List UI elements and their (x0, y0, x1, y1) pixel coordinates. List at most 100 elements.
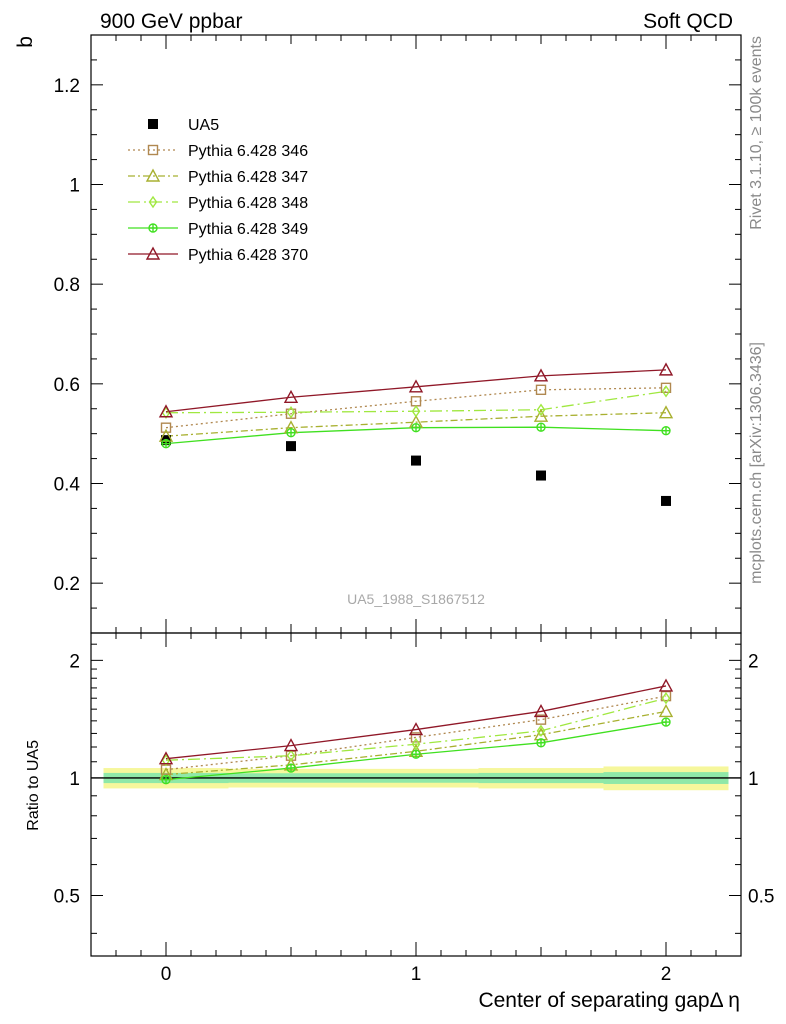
main-point-data-3-shape (536, 470, 546, 481)
main-point-p348-4-shape (661, 385, 671, 398)
ratio-point-p347-4-shape (658, 703, 674, 718)
legend-marker-p346 (147, 144, 159, 156)
main-point-p370-1-shape (283, 389, 299, 403)
main-point-p348-1 (286, 406, 296, 419)
legend-marker-data-shape (148, 119, 158, 129)
main-point-data-2 (411, 455, 421, 466)
ratio-point-p349-2 (411, 749, 421, 759)
main-point-p370-1 (283, 389, 299, 403)
main-point-p349-2 (411, 422, 421, 433)
legend-marker-p348-shape (148, 195, 158, 209)
main-point-p349-3 (536, 422, 546, 432)
legend-label-data: UA5 (188, 117, 219, 134)
xtick-label-0: 0 (161, 964, 172, 985)
main-ylabel: b (14, 36, 37, 48)
main-ytick-label-4: 1 (69, 176, 80, 197)
ratio-point-p370-0-shape (158, 751, 174, 765)
header-left-title: 900 GeV ppbar (100, 10, 242, 33)
ratio-band-layer (91, 766, 741, 791)
main-point-data-4 (661, 495, 671, 506)
header-right-title: Soft QCD (643, 10, 733, 33)
main-point-p349-4 (661, 425, 671, 436)
ratio-point-p370-1-shape (283, 738, 299, 752)
ratio-ytick-label-right-2: 2 (748, 651, 759, 672)
legend-label-p347: Pythia 6.428 347 (188, 169, 308, 186)
main-point-p370-2-shape (408, 379, 424, 393)
ratio-line-p347 (165, 710, 667, 776)
legend-marker-p370 (145, 246, 161, 260)
ratio-ytick-label-right-1: 1 (748, 769, 759, 790)
main-point-p370-3 (533, 368, 549, 382)
main-point-p348-2-shape (411, 405, 421, 418)
main-point-p348-1-shape (286, 406, 296, 419)
main-point-p347-4 (658, 405, 674, 419)
legend-marker-p347-shape (145, 168, 161, 182)
rivet-label: Rivet 3.1.10, ≥ 100k events (748, 36, 765, 230)
main-point-p347-4-shape (658, 405, 674, 419)
main-point-p370-3-shape (533, 368, 549, 382)
main-point-p347-3 (533, 408, 549, 422)
legend-marker-data (148, 119, 158, 129)
ratio-point-p348-4-shape (661, 691, 671, 705)
main-point-p346-4-shape (660, 382, 672, 394)
legend-marker-p347 (145, 168, 161, 182)
legend-label-p346: Pythia 6.428 346 (188, 143, 308, 160)
main-point-p370-4-shape (658, 362, 674, 376)
main-point-p346-3 (535, 384, 547, 396)
legend-marker-p346-shape (147, 144, 159, 156)
ratio-point-p349-4 (661, 717, 671, 727)
ratio-point-p370-0 (158, 751, 174, 765)
series-markers-layer (158, 362, 674, 785)
main-point-p349-1 (286, 427, 296, 438)
main-point-p370-4 (658, 362, 674, 376)
main-point-p346-4 (660, 382, 672, 394)
ratio-point-p349-1 (286, 763, 296, 773)
mcplots-label: mcplots.cern.ch [arXiv:1306.3436] (748, 342, 765, 584)
axes-layer: 0.2 0.4 0.6 0.8 1 1.2 0.5 0.5 1 1 2 2 0 1 2 (54, 34, 774, 985)
legend-label-p349: Pythia 6.428 349 (188, 221, 308, 238)
ratio-point-p348-3-shape (536, 724, 546, 738)
main-point-p348-3-shape (536, 403, 546, 416)
legend-label-p370: Pythia 6.428 370 (188, 247, 308, 264)
xtick-label-2: 2 (661, 964, 672, 985)
ratio-point-p346-2-shape (410, 732, 422, 743)
main-line-p347 (165, 412, 667, 437)
main-line-p370 (165, 369, 667, 413)
main-point-p348-4 (661, 385, 671, 398)
ratio-point-p348-1-shape (286, 749, 296, 762)
ratio-point-p370-4 (658, 678, 674, 692)
legend-marker-p370-shape (145, 246, 161, 260)
ratio-point-p348-1 (286, 749, 296, 762)
legend: UA5 Pythia 6.428 346 Pythia 6.428 347 Pythi… (128, 117, 308, 264)
main-ytick-label-2: 0.6 (54, 375, 80, 396)
main-point-p370-2 (408, 379, 424, 393)
ratio-ytick-label-right-0: 0.5 (748, 887, 774, 908)
ratio-point-p348-2-shape (411, 737, 421, 751)
ratio-point-p346-3 (535, 714, 547, 725)
ratio-point-p348-0-shape (161, 754, 171, 767)
ratio-point-p370-2 (408, 722, 424, 736)
main-point-data-1-shape (286, 441, 296, 452)
ratio-point-p370-4-shape (658, 678, 674, 692)
ratio-point-p348-3 (536, 724, 546, 738)
main-point-p346-0-shape (160, 422, 172, 433)
main-point-data-3 (536, 470, 546, 481)
ratio-frame (90, 632, 742, 957)
watermark: UA5_1988_S1867512 (347, 591, 485, 607)
main-point-p346-3-shape (535, 384, 547, 396)
main-line-p346 (165, 387, 667, 429)
ratio-ytick-label-left-1: 1 (69, 769, 80, 790)
main-line-p348 (165, 390, 667, 414)
ratio-point-p349-3 (536, 738, 546, 748)
ratio-point-p370-3 (533, 703, 549, 718)
ratio-point-p370-3-shape (533, 703, 549, 718)
legend-label-p348: Pythia 6.428 348 (188, 195, 308, 212)
ratio-point-p349-0 (161, 774, 171, 785)
main-ytick-label-0: 0.2 (54, 574, 80, 595)
main-point-data-4-shape (661, 495, 671, 506)
main-point-p370-0 (158, 404, 174, 418)
ratio-ylabel: Ratio to UA5 (25, 740, 42, 831)
ratio-point-p370-2-shape (408, 722, 424, 736)
ratio-line-p370 (165, 685, 667, 760)
